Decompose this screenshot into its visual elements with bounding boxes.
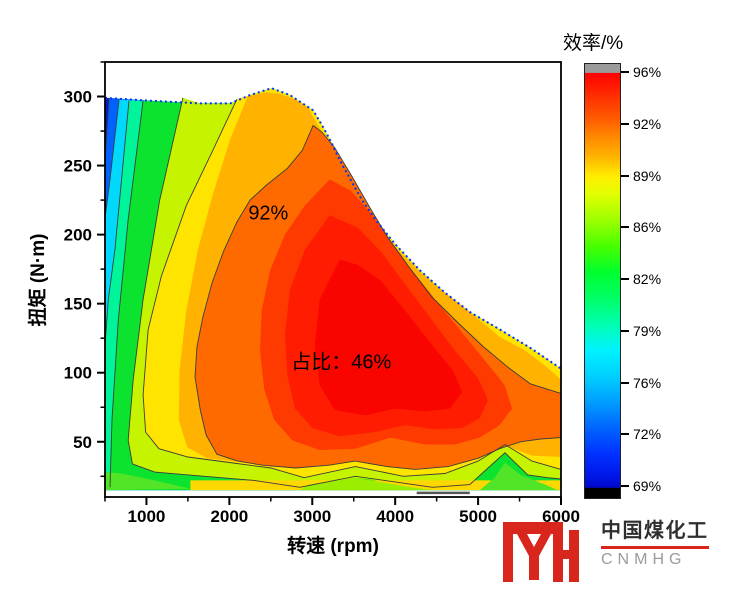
contour-line-79% (104, 100, 130, 346)
contour-lines (104, 97, 562, 488)
y-tick-label: 150 (64, 295, 92, 314)
colorbar-tick-label: 86% (633, 219, 662, 236)
contour-band (299, 477, 433, 491)
contour-fill-bands (105, 88, 562, 491)
colorbar-tick (621, 329, 629, 332)
colorbar-tick-label: 82% (633, 271, 662, 287)
colorbar-tick-label: 72% (633, 426, 662, 443)
colorbar-tick (621, 226, 629, 229)
myh-logo-icon (503, 522, 579, 582)
contour-line-82% (109, 100, 144, 488)
y-axis-title: 扭矩 (N·m) (26, 234, 49, 327)
y-tick-label: 50 (73, 433, 92, 452)
contour-line-86% (127, 97, 562, 488)
logo-divider (601, 546, 709, 549)
colorbar-tick-label: 92% (633, 115, 662, 132)
x-axis-title: 转速 (rpm) (287, 534, 379, 557)
annotation-label: 92% (248, 203, 288, 225)
contour-line-89% (142, 99, 562, 479)
y-tick-label: 300 (64, 88, 92, 107)
x-tick-label: 4000 (376, 507, 414, 526)
x-tick-label: 3000 (293, 507, 331, 526)
colorbar-title: 效率/% (563, 33, 624, 54)
colorbar-tick-label: 96% (633, 64, 662, 80)
colorbar-tick-label: 89% (633, 167, 662, 184)
contour-line-76% (104, 99, 120, 219)
logo-text-cn: 中国煤化工 (601, 520, 709, 542)
y-tick-label: 200 (64, 226, 92, 245)
envelope-boundary-dotted (104, 87, 562, 370)
axis-ticks: 1000 2000 3000 4000 5000 6000 50 100 150 200 250 30… (64, 61, 580, 526)
colorbar-tick (621, 381, 629, 384)
contour-line-92% (194, 124, 562, 470)
colorbar-tick (621, 485, 629, 487)
colorbar-tick-label: 69% (633, 478, 662, 494)
x-tick-label: 1000 (128, 507, 166, 526)
brand-logo: 中国煤化工 CNMHG (503, 514, 729, 586)
x-tick-label: 5000 (459, 507, 497, 526)
plot-frame (104, 61, 562, 498)
logo-text-block: 中国煤化工 CNMHG (601, 514, 709, 569)
colorbar-tick-label: 79% (633, 322, 662, 339)
colorbar-tick (621, 433, 629, 436)
colorbar-tick (621, 122, 629, 125)
y-tick-label: 100 (64, 364, 92, 383)
colorbar-tick (621, 174, 629, 177)
annotation-label: 占比：46% (291, 351, 391, 374)
contour-band (105, 472, 191, 491)
colorbar-gradient (584, 63, 621, 499)
y-tick-label: 250 (64, 157, 92, 176)
colorbar-tick (621, 71, 629, 73)
contour-band (314, 259, 463, 416)
x-tick-label: 6000 (542, 507, 580, 526)
logo-text-en: CNMHG (601, 551, 687, 568)
colorbar-tick-label: 76% (633, 374, 662, 391)
contour-band (479, 462, 558, 491)
colorbar-tick (621, 278, 629, 280)
x-tick-label: 2000 (210, 507, 248, 526)
